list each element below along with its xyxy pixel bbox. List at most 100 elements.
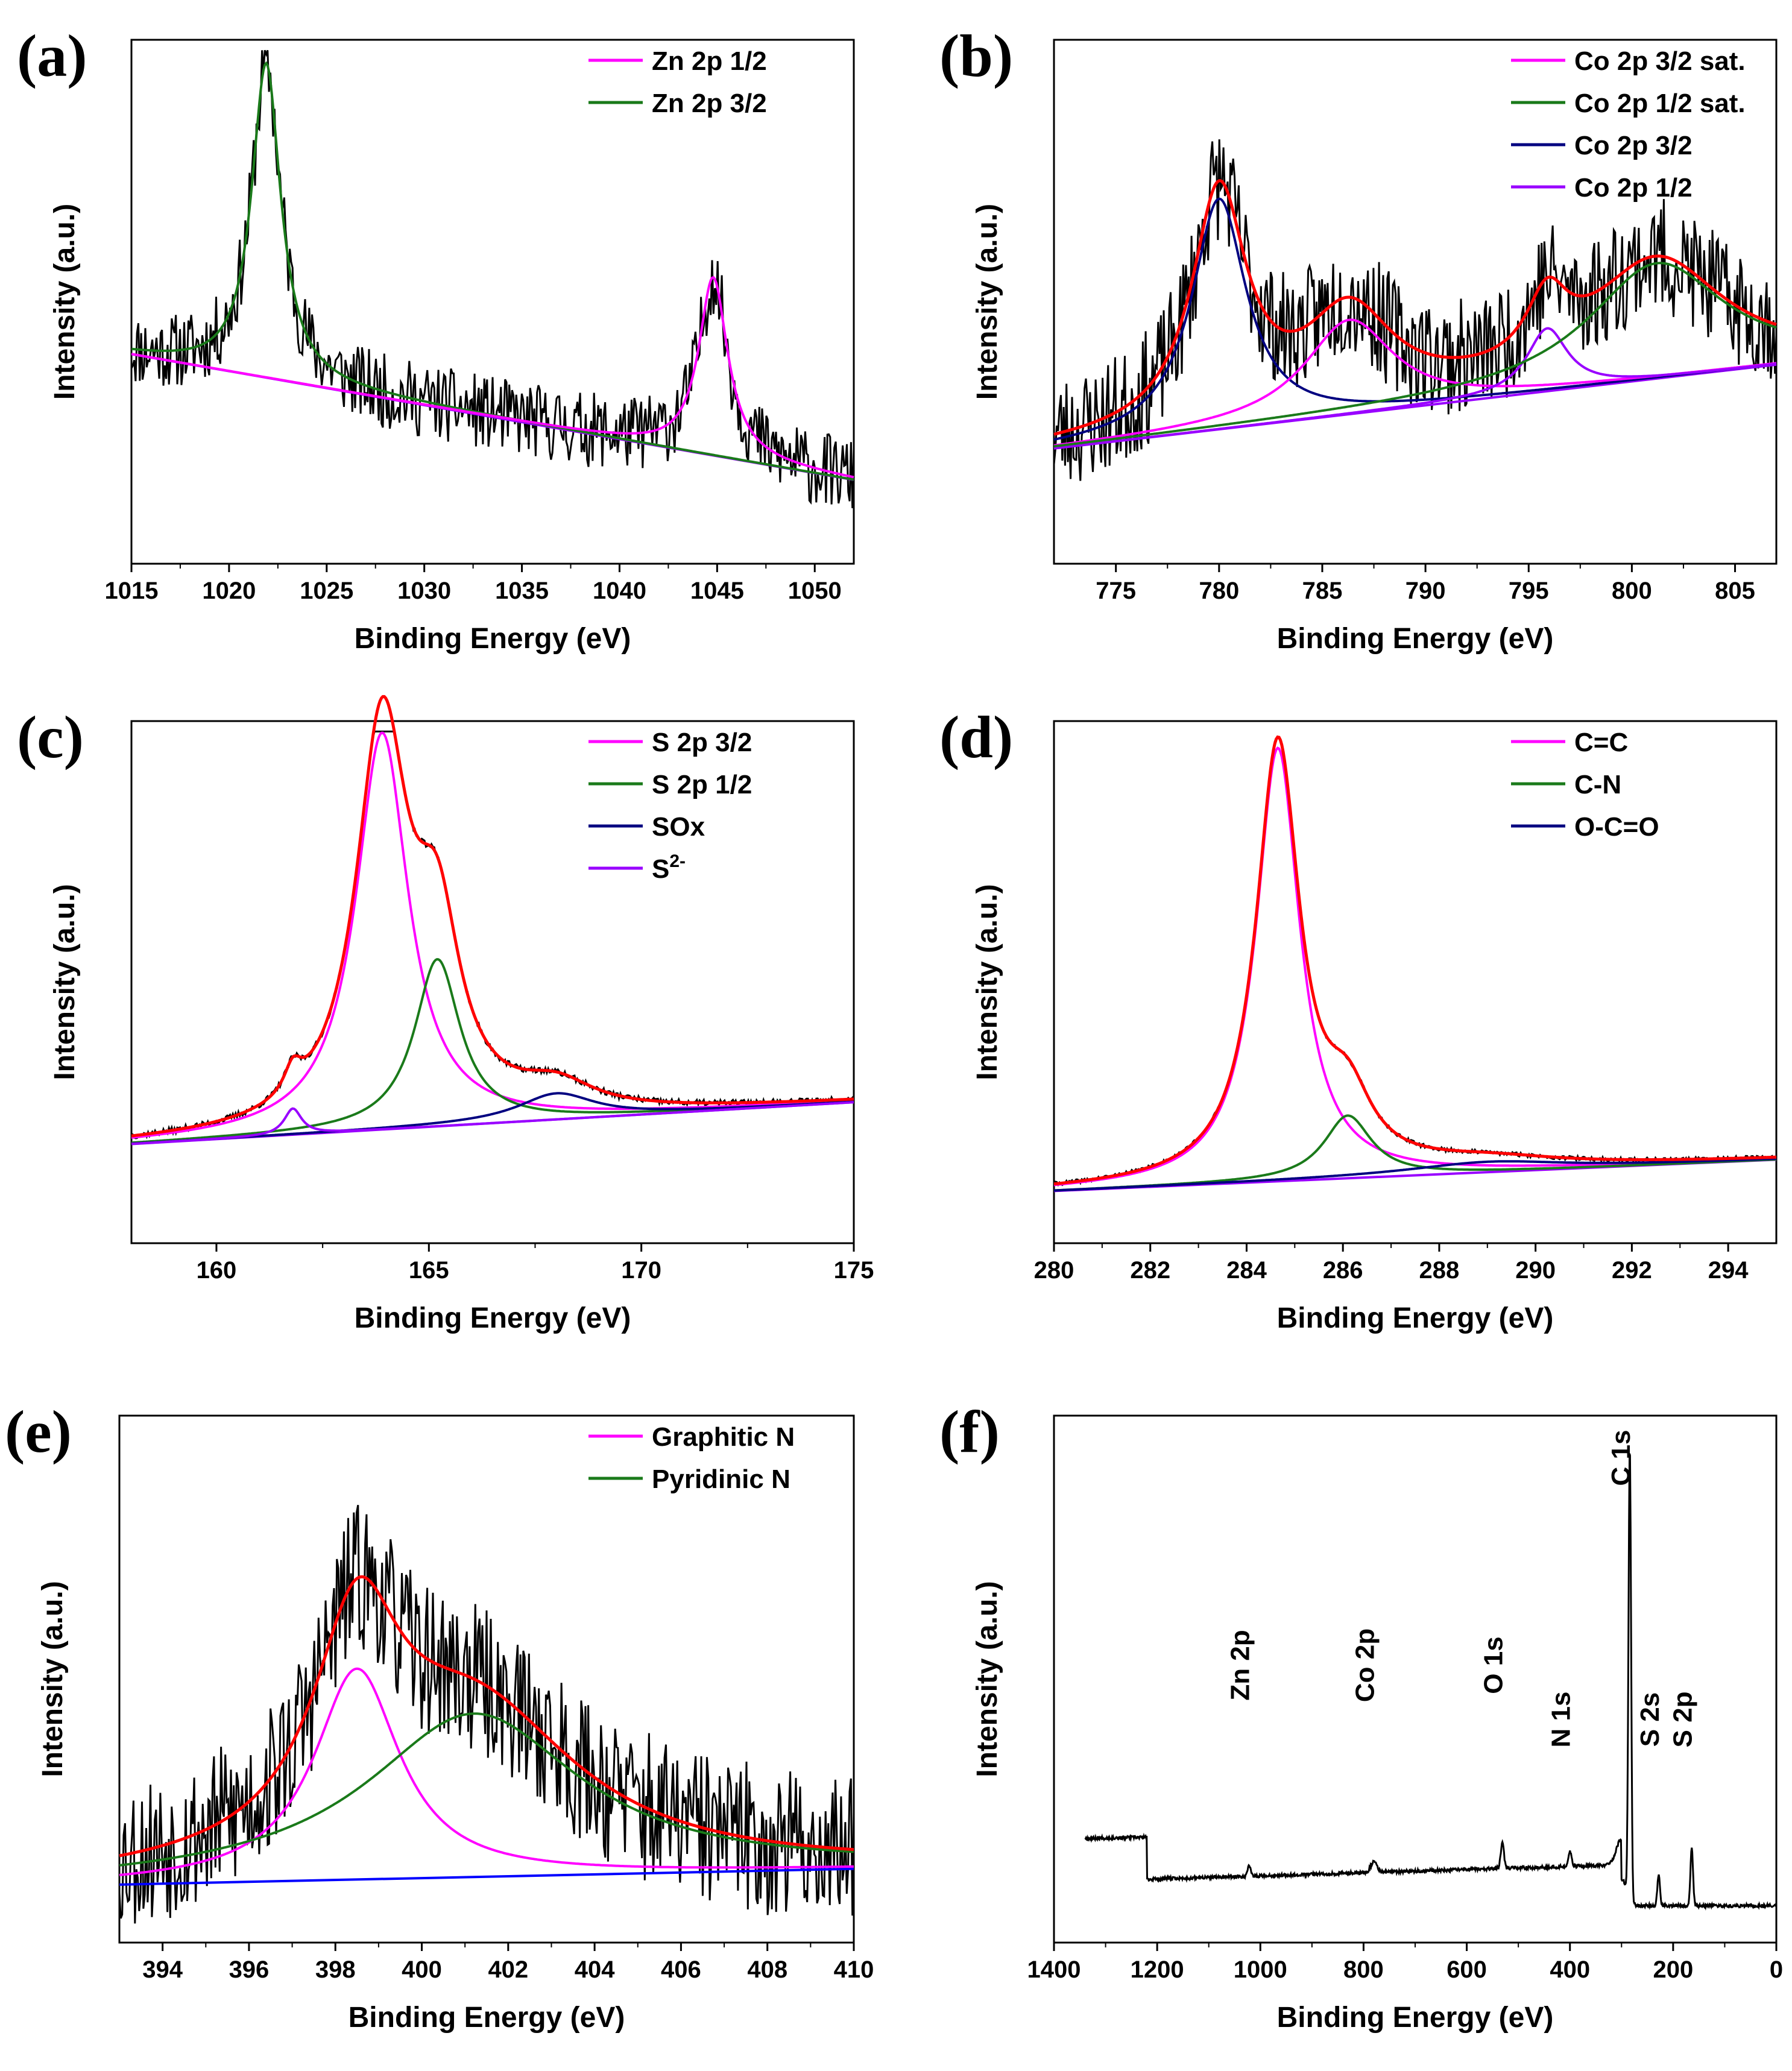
peak-annotation: C 1s bbox=[1606, 1430, 1636, 1486]
plot-frame bbox=[1053, 39, 1778, 565]
legend-label: Graphitic N bbox=[652, 1422, 795, 1452]
x-tick-label: 406 bbox=[661, 1956, 701, 1983]
fit-envelope bbox=[1053, 735, 1777, 1186]
peak-annotation: O 1s bbox=[1479, 1636, 1509, 1694]
x-tick-label: 800 bbox=[1343, 1956, 1384, 1983]
x-tick-label: 1045 bbox=[690, 578, 744, 604]
fit-component bbox=[1053, 1114, 1777, 1192]
x-tick-label: 1025 bbox=[300, 578, 353, 604]
legend-label: Co 2p 3/2 sat. bbox=[1574, 46, 1746, 76]
legend-label: S 2p 3/2 bbox=[652, 728, 752, 757]
legend-label-sup: 2- bbox=[669, 851, 686, 871]
x-tick-label: 1040 bbox=[593, 578, 646, 604]
x-tick-label: 394 bbox=[142, 1956, 183, 1983]
x-tick-label: 200 bbox=[1653, 1956, 1693, 1983]
x-tick-label: 396 bbox=[229, 1956, 270, 1983]
panel-label-a: (a) bbox=[17, 22, 87, 89]
legend-label-text: Co 2p 3/2 bbox=[1574, 131, 1693, 160]
x-tick-label: 795 bbox=[1509, 578, 1549, 604]
legend-label: S 2p 1/2 bbox=[652, 770, 752, 799]
x-tick-label: 1035 bbox=[495, 578, 549, 604]
legend-label-text: C-N bbox=[1574, 770, 1621, 799]
x-tick-label: 1030 bbox=[397, 578, 451, 604]
x-tick-label: 280 bbox=[1034, 1257, 1074, 1284]
panel-label-c: (c) bbox=[17, 704, 84, 771]
x-tick-label: 1050 bbox=[788, 578, 842, 604]
legend-label: Co 2p 1/2 sat. bbox=[1574, 89, 1746, 118]
x-tick-label: 1015 bbox=[105, 578, 159, 604]
panel-f: (f) 1400 1200 1000 800 600 400 200 0 Binding Ener… bbox=[939, 1398, 1783, 2034]
fit-baseline bbox=[119, 1867, 854, 1886]
x-tick-label: 294 bbox=[1708, 1257, 1749, 1284]
x-axis-title: Binding Energy (eV) bbox=[1277, 623, 1554, 655]
fit-component bbox=[119, 1667, 854, 1876]
plot-frame bbox=[130, 39, 855, 565]
legend-label-text: O-C=O bbox=[1574, 812, 1659, 842]
panel-a: (a) 1015 1020 1025 1030 1035 1040 1045 1050 Bindi… bbox=[17, 22, 855, 655]
x-tick-label: 284 bbox=[1226, 1257, 1267, 1284]
x-axis-title: Binding Energy (eV) bbox=[355, 623, 631, 655]
plot-frame bbox=[130, 720, 855, 1244]
x-tick-label: 402 bbox=[488, 1956, 528, 1983]
fit-component bbox=[1053, 262, 1777, 448]
x-tick-label: 165 bbox=[409, 1257, 449, 1284]
x-axis-title: Binding Energy (eV) bbox=[1277, 1302, 1554, 1334]
y-axis-title: Intensity (a.u.) bbox=[971, 884, 1003, 1080]
x-tick-label: 170 bbox=[621, 1257, 661, 1284]
x-tick-label: 400 bbox=[402, 1956, 442, 1983]
legend-label: O-C=O bbox=[1574, 812, 1659, 842]
legend-label-text: S 2p 3/2 bbox=[652, 728, 752, 757]
x-tick-label: 404 bbox=[575, 1956, 615, 1983]
fit-component bbox=[1053, 197, 1777, 441]
x-tick-label: 398 bbox=[315, 1956, 356, 1983]
legend-label-text: SOx bbox=[652, 812, 705, 842]
peak-annotation: N 1s bbox=[1547, 1692, 1576, 1748]
x-tick-label: 1200 bbox=[1131, 1956, 1184, 1983]
x-tick-label: 290 bbox=[1515, 1257, 1556, 1284]
legend-label: Pyridinic N bbox=[652, 1464, 790, 1494]
x-tick-label: 292 bbox=[1612, 1257, 1652, 1284]
legend-label: Co 2p 3/2 bbox=[1574, 131, 1693, 160]
x-tick-label: 288 bbox=[1419, 1257, 1460, 1284]
legend-label: SOx bbox=[652, 812, 705, 842]
panel-label-e: (e) bbox=[5, 1398, 72, 1465]
legend-label: Zn 2p 1/2 bbox=[652, 46, 767, 76]
fit-component bbox=[131, 1101, 854, 1146]
raw-spectrum bbox=[118, 1505, 855, 1924]
x-tick-label: 1400 bbox=[1027, 1956, 1081, 1983]
panel-label-d: (d) bbox=[939, 704, 1013, 771]
legend-label: C=C bbox=[1574, 728, 1628, 757]
plot-frame bbox=[1053, 1414, 1778, 1944]
y-axis-title: Intensity (a.u.) bbox=[49, 204, 81, 400]
x-tick-label: 282 bbox=[1130, 1257, 1170, 1284]
legend-label-text: Graphitic N bbox=[652, 1422, 795, 1452]
legend-label: S2- bbox=[652, 851, 686, 884]
fit-component bbox=[119, 1712, 854, 1867]
legend-label-text: Co 2p 1/2 sat. bbox=[1574, 89, 1746, 118]
legend-label: Co 2p 1/2 bbox=[1574, 173, 1693, 203]
fit-envelope bbox=[131, 695, 854, 1138]
peak-annotation: S 2p bbox=[1668, 1692, 1698, 1748]
legend-label-text: Co 2p 1/2 bbox=[1574, 173, 1693, 203]
x-tick-label: 410 bbox=[834, 1956, 874, 1983]
x-tick-label: 1020 bbox=[202, 578, 256, 604]
x-tick-label: 286 bbox=[1323, 1257, 1363, 1284]
peak-annotation: Zn 2p bbox=[1225, 1630, 1255, 1700]
x-tick-label: 775 bbox=[1096, 578, 1136, 604]
legend-label: Zn 2p 3/2 bbox=[652, 89, 767, 118]
legend-label-text: S 2p 1/2 bbox=[652, 770, 752, 799]
panel-e: (e) 394 396 398 400 402 404 406 408 410 Binding En… bbox=[5, 1398, 874, 2034]
x-tick-label: 400 bbox=[1550, 1956, 1590, 1983]
x-tick-label: 175 bbox=[834, 1257, 874, 1284]
x-tick-label: 408 bbox=[747, 1956, 787, 1983]
x-tick-label: 1000 bbox=[1234, 1956, 1287, 1983]
legend-label-text: Co 2p 3/2 sat. bbox=[1574, 46, 1746, 76]
raw-spectrum bbox=[1053, 139, 1778, 481]
fit-component bbox=[1053, 1157, 1777, 1192]
x-tick-label: 800 bbox=[1612, 578, 1652, 604]
x-axis-title: Binding Energy (eV) bbox=[355, 1302, 631, 1334]
x-tick-label: 805 bbox=[1715, 578, 1755, 604]
plot-frame bbox=[118, 1414, 855, 1944]
x-axis-title: Binding Energy (eV) bbox=[349, 2002, 625, 2034]
